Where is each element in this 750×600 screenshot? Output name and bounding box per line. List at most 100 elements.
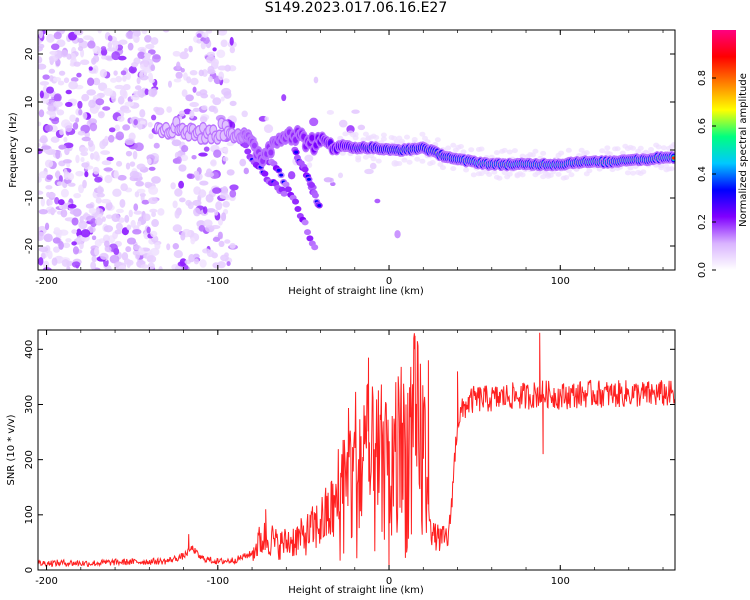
heatmap-noise-cell [139, 120, 146, 125]
heatmap-noise-cell [219, 147, 229, 153]
heatmap-noise-cell [188, 45, 193, 53]
heatmap-noise-cell [115, 208, 124, 214]
heatmap-noise-cell [351, 109, 360, 114]
heatmap-noise-cell [82, 179, 87, 189]
heatmap-noise-cell [65, 101, 73, 107]
snr-x-axis-label: Height of straight line (km) [288, 585, 424, 596]
heatmap-noise-cell [72, 246, 80, 255]
heatmap-noise-cell [42, 267, 52, 270]
heatmap-noise-cell [107, 35, 113, 42]
heatmap-noise-cell [147, 121, 153, 128]
heatmap-noise-cell [120, 70, 127, 76]
heatmap-noise-cell [181, 144, 189, 153]
heatmap-noise-cell [100, 46, 107, 51]
heatmap-branch-cell [294, 205, 302, 212]
heatmap-noise-cell [87, 139, 94, 148]
heatmap-noise-cell [137, 220, 142, 227]
heatmap-noise-cell [216, 49, 226, 59]
heatmap-noise-cell [38, 190, 44, 195]
heatmap-noise-cell [71, 261, 81, 268]
heatmap-branch-cell [301, 219, 309, 226]
x-tick-label: 0 [386, 576, 392, 587]
x-tick-label: -100 [206, 576, 229, 587]
heatmap-noise-cell [102, 106, 111, 111]
heatmap-branch-cell [261, 170, 269, 177]
heatmap-noise-cell [111, 51, 121, 61]
heatmap-noise-cell [52, 237, 61, 244]
heatmap-noise-cell [89, 122, 98, 132]
heatmap-noise-cell [105, 201, 113, 211]
heatmap-noise-cell [65, 238, 72, 243]
heatmap-halo-cell [445, 145, 452, 151]
heatmap-noise-cell [57, 80, 65, 86]
heatmap-noise-cell [47, 199, 53, 206]
heatmap-noise-cell [287, 171, 296, 180]
heatmap-noise-cell [88, 66, 93, 71]
heatmap-noise-cell [99, 111, 104, 117]
heatmap-noise-cell [212, 47, 217, 52]
heatmap-halo-cell [519, 172, 526, 178]
heatmap-noise-cell [101, 55, 107, 60]
heatmap-noise-cell [132, 150, 138, 160]
heatmap-noise-cell [38, 246, 49, 253]
heatmap-noise-cell [92, 55, 100, 63]
heatmap-noise-cell [86, 89, 96, 96]
heatmap-noise-cell [41, 98, 50, 104]
heatmap-noise-cell [108, 134, 115, 143]
heatmap-noise-cell [146, 255, 157, 263]
colorbar-tick-label: 0.8 [697, 70, 708, 86]
heatmap-noise-cell [58, 240, 64, 250]
heatmap-noise-cell [198, 69, 205, 77]
heatmap-noise-cell [180, 67, 185, 73]
heatmap-noise-cell [192, 107, 200, 112]
heatmap-noise-cell [137, 88, 143, 97]
heatmap-noise-cell [46, 33, 55, 43]
heatmap-halo-cell [586, 168, 593, 174]
x-tick-label: 100 [551, 276, 570, 287]
heatmap-noise-cell [223, 91, 232, 99]
heatmap-noise-cell [141, 30, 148, 35]
heatmap-halo-cell [396, 161, 403, 167]
heatmap-noise-cell [193, 207, 201, 217]
heatmap-noise-cell [181, 89, 188, 97]
heatmap-halo-cell [486, 171, 493, 177]
heatmap-noise-cell [211, 58, 220, 67]
heatmap-noise-cell [136, 76, 141, 85]
heatmap-halo-cell [352, 131, 359, 137]
heatmap-noise-cell [176, 156, 182, 164]
heatmap-halo-cell [627, 165, 634, 171]
heatmap-noise-cell [199, 116, 208, 123]
colorbar-gradient [712, 30, 736, 270]
heatmap-noise-cell [38, 63, 47, 70]
heatmap-noise-cell [104, 135, 109, 143]
heatmap-noise-cell [122, 108, 132, 114]
heatmap-noise-cell [193, 170, 200, 177]
heatmap-noise-cell [71, 241, 77, 246]
heatmap-noise-cell [39, 81, 50, 86]
heatmap-noise-cell [44, 124, 54, 132]
heatmap-noise-cell [125, 150, 133, 157]
heatmap-noise-cell [202, 32, 209, 38]
heatmap-branch-cell [301, 166, 309, 173]
heatmap-noise-cell [103, 167, 113, 172]
heatmap-noise-cell [180, 232, 186, 241]
heatmap-noise-cell [62, 242, 71, 249]
y-tick-label: 0 [24, 147, 35, 153]
heatmap-noise-cell [199, 180, 209, 186]
heatmap-noise-cell [95, 197, 102, 204]
heatmap-branch-core [317, 204, 322, 208]
heatmap-noise-cell [103, 225, 114, 233]
heatmap-branch-core [276, 168, 281, 172]
x-tick-label: -200 [35, 576, 58, 587]
heatmap-noise-cell [66, 53, 72, 60]
heatmap-noise-cell [40, 197, 46, 207]
heatmap-noise-cell [170, 182, 176, 190]
heatmap-noise-cell [151, 114, 157, 121]
heatmap-halo-cell [478, 171, 485, 177]
heatmap-noise-cell [117, 174, 127, 181]
heatmap-noise-cell [151, 211, 157, 218]
heatmap-noise-cell [143, 213, 151, 222]
heatmap-noise-cell [73, 193, 82, 199]
heatmap-halo-cell [630, 170, 637, 176]
heatmap-noise-cell [224, 239, 231, 244]
